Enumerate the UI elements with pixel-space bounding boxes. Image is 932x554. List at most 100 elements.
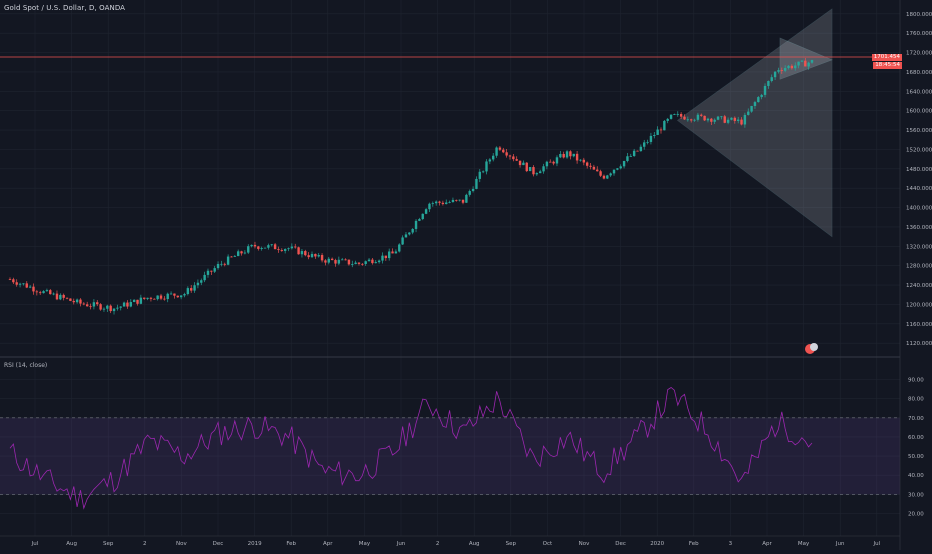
candle-body[interactable] [686, 119, 690, 121]
candle-body[interactable] [136, 299, 139, 304]
candle-body[interactable] [186, 288, 190, 295]
candle-body[interactable] [79, 299, 82, 304]
candle-body[interactable] [112, 308, 116, 312]
candle-body[interactable] [703, 115, 706, 121]
candle-body[interactable] [196, 282, 200, 286]
candle-body[interactable] [663, 120, 666, 131]
candle-body[interactable] [139, 297, 143, 304]
candle-body[interactable] [193, 285, 196, 291]
candle-body[interactable] [478, 171, 481, 179]
candle-body[interactable] [414, 220, 418, 229]
candle-body[interactable] [696, 114, 700, 120]
candle-body[interactable] [565, 151, 569, 158]
rsi-title[interactable]: RSI (14, close) [4, 362, 48, 369]
candle-body[interactable] [767, 81, 770, 86]
candle-body[interactable] [502, 149, 505, 153]
candle-body[interactable] [418, 219, 421, 221]
candle-body[interactable] [163, 298, 166, 300]
candle-body[interactable] [528, 167, 532, 172]
candle-body[interactable] [693, 119, 696, 121]
candle-body[interactable] [65, 297, 69, 299]
candle-body[interactable] [451, 199, 455, 203]
candle-body[interactable] [535, 173, 539, 175]
time-axis[interactable]: Jul Aug Sep 2 Nov Dec 2019 Feb Apr May Jun 2 Aug Sep O… [31, 541, 881, 547]
candle-body[interactable] [683, 116, 686, 120]
candle-body[interactable] [720, 116, 723, 118]
candle-body[interactable] [676, 113, 679, 115]
candle-body[interactable] [109, 305, 112, 312]
candle-body[interactable] [39, 292, 42, 294]
candle-body[interactable] [327, 258, 330, 263]
candle-body[interactable] [25, 283, 28, 288]
candle-body[interactable] [810, 60, 814, 63]
candle-body[interactable] [334, 260, 337, 264]
candle-body[interactable] [572, 153, 575, 157]
candle-body[interactable] [743, 114, 747, 125]
candle-body[interactable] [612, 169, 616, 174]
candle-body[interactable] [643, 142, 646, 147]
candle-body[interactable] [12, 279, 15, 283]
candle-body[interactable] [210, 270, 213, 272]
candle-body[interactable] [384, 255, 388, 259]
candle-body[interactable] [706, 118, 710, 121]
candle-body[interactable] [646, 141, 649, 143]
candle-body[interactable] [498, 147, 502, 150]
candle-body[interactable] [441, 202, 445, 205]
candle-body[interactable] [169, 293, 173, 295]
candle-body[interactable] [512, 156, 515, 160]
candle-body[interactable] [82, 303, 86, 305]
candle-body[interactable] [753, 102, 757, 106]
candle-body[interactable] [190, 288, 193, 291]
candle-body[interactable] [434, 201, 438, 204]
candle-body[interactable] [730, 117, 733, 120]
candle-body[interactable] [639, 146, 643, 152]
candle-body[interactable] [176, 295, 179, 298]
candle-body[interactable] [102, 308, 106, 310]
candle-body[interactable] [723, 116, 726, 123]
candle-body[interactable] [270, 244, 273, 246]
candle-body[interactable] [8, 279, 12, 281]
symbol-title[interactable]: Gold Spot / U.S. Dollar, D, OANDA [4, 4, 126, 12]
candle-body[interactable] [263, 247, 267, 249]
candle-body[interactable] [166, 293, 169, 300]
candle-body[interactable] [267, 245, 270, 248]
candle-body[interactable] [542, 166, 545, 172]
candle-body[interactable] [354, 262, 357, 265]
candle-body[interactable] [455, 199, 458, 201]
candle-body[interactable] [726, 119, 730, 123]
candle-body[interactable] [85, 304, 89, 307]
candle-body[interactable] [575, 153, 579, 161]
candle-body[interactable] [787, 65, 790, 69]
candle-body[interactable] [290, 246, 294, 249]
candle-body[interactable] [320, 255, 324, 261]
candle-body[interactable] [757, 97, 760, 103]
candle-body[interactable] [599, 171, 602, 176]
candle-body[interactable] [32, 286, 35, 292]
candle-body[interactable] [797, 61, 800, 66]
candle-body[interactable] [347, 259, 351, 265]
candle-body[interactable] [585, 162, 589, 166]
candle-body[interactable] [609, 173, 612, 176]
candle-body[interactable] [445, 202, 448, 205]
candle-body[interactable] [206, 270, 210, 275]
candle-body[interactable] [666, 118, 669, 121]
candle-body[interactable] [337, 259, 341, 264]
candle-body[interactable] [659, 129, 663, 131]
candle-body[interactable] [159, 295, 163, 299]
candle-body[interactable] [468, 191, 471, 195]
candle-body[interactable] [297, 247, 300, 255]
candle-body[interactable] [351, 264, 354, 265]
candle-body[interactable] [387, 251, 391, 259]
candle-body[interactable] [740, 119, 743, 125]
rsi-line[interactable] [9, 387, 813, 510]
candle-body[interactable] [223, 263, 226, 265]
candle-body[interactable] [596, 169, 599, 172]
candle-body[interactable] [589, 165, 592, 167]
triangle-drawing[interactable] [677, 8, 833, 238]
candle-body[interactable] [314, 253, 317, 257]
candle-body[interactable] [431, 203, 435, 205]
candle-body[interactable] [236, 251, 240, 257]
candle-body[interactable] [700, 114, 703, 116]
candle-body[interactable] [377, 260, 381, 263]
candle-body[interactable] [622, 161, 626, 167]
